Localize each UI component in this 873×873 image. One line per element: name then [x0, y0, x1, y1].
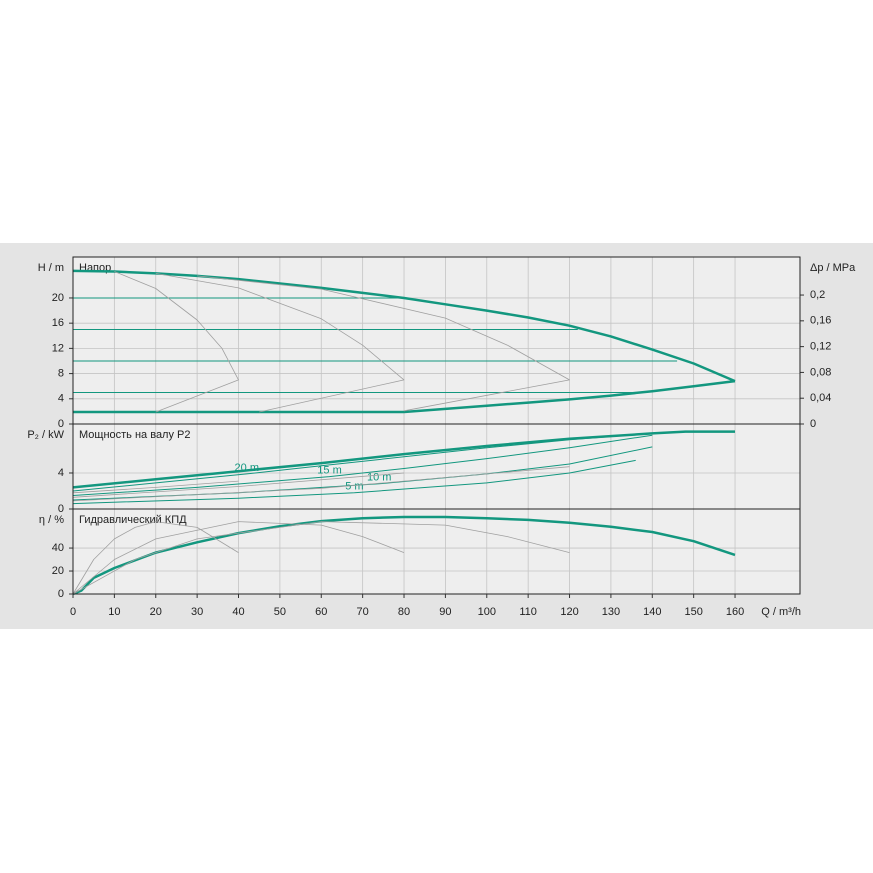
- panel-title: Гидравлический КПД: [79, 514, 187, 526]
- series-line: [72, 431, 682, 492]
- series-line: [155, 273, 405, 413]
- y2-tick-label: 0,16: [810, 315, 831, 327]
- y-tick-label: 16: [52, 317, 64, 329]
- x-tick-label: 30: [191, 606, 203, 618]
- x-axis-label: Q / m³/h: [761, 606, 801, 618]
- plot-area: [73, 257, 800, 424]
- x-tick-label: 90: [439, 606, 451, 618]
- y-tick-label: 20: [52, 292, 64, 304]
- y2-tick-label: 0,08: [810, 366, 831, 378]
- series-line: [72, 472, 405, 498]
- series-label: 5 m: [345, 481, 363, 493]
- y-tick-label: 0: [58, 588, 64, 600]
- series-label: 10 m: [367, 472, 391, 484]
- y-tick-label: 12: [52, 342, 64, 354]
- y2-tick-label: 0,04: [810, 392, 831, 404]
- y-tick-label: 4: [58, 467, 64, 479]
- x-tick-label: 10: [108, 606, 120, 618]
- x-tick-label: 160: [726, 606, 744, 618]
- x-tick-label: 120: [560, 606, 578, 618]
- series-line: [72, 515, 736, 596]
- x-tick-label: 150: [684, 606, 702, 618]
- x-tick-label: 60: [315, 606, 327, 618]
- y2-axis-label: Δp / MPa: [810, 262, 856, 274]
- y-axis-label: P₂ / kW: [27, 429, 64, 441]
- y2-tick-label: 0,2: [810, 289, 825, 301]
- x-tick-label: 130: [602, 606, 620, 618]
- series-line: [72, 521, 405, 595]
- y-tick-label: 40: [52, 542, 64, 554]
- y2-tick-label: 0: [810, 418, 816, 430]
- x-tick-label: 40: [232, 606, 244, 618]
- y-tick-label: 0: [58, 503, 64, 515]
- series-line: [72, 466, 570, 502]
- x-tick-label: 80: [398, 606, 410, 618]
- panel-title: Мощность на валу P2: [79, 429, 191, 441]
- x-tick-label: 20: [150, 606, 162, 618]
- y-tick-label: 0: [58, 418, 64, 430]
- y2-tick-label: 0,12: [810, 341, 831, 353]
- series-line: [72, 434, 653, 496]
- series-line: [73, 379, 736, 414]
- x-tick-label: 140: [643, 606, 661, 618]
- x-tick-label: 100: [478, 606, 496, 618]
- x-tick-label: 110: [519, 606, 537, 618]
- y-tick-label: 8: [58, 367, 64, 379]
- plot-area: [73, 509, 800, 594]
- series-line: [114, 271, 239, 413]
- y-tick-label: 4: [58, 393, 64, 405]
- series-line: [72, 459, 636, 505]
- y-tick-label: 20: [52, 565, 64, 577]
- series-line: [72, 480, 239, 494]
- x-tick-label: 70: [357, 606, 369, 618]
- x-tick-label: 0: [70, 606, 76, 618]
- series-line: [72, 521, 239, 595]
- y-axis-label: η / %: [39, 514, 64, 526]
- y-axis-label: H / m: [38, 262, 64, 274]
- series-label: 20 m: [235, 462, 259, 474]
- plot-frame: [72, 508, 801, 595]
- series-line: [72, 521, 570, 595]
- series-label: 15 m: [317, 464, 341, 476]
- x-tick-label: 50: [274, 606, 286, 618]
- series-line: [197, 275, 570, 412]
